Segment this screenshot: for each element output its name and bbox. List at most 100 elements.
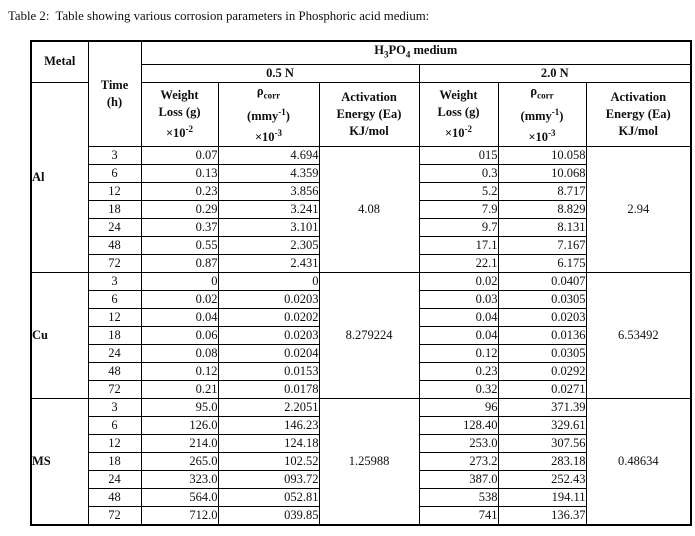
weight-loss-05-cell: 265.0 xyxy=(140,452,219,472)
concentration-20-header: 2.0 N xyxy=(418,63,692,83)
time-cell: 72 xyxy=(87,380,142,400)
time-cell: 12 xyxy=(87,308,142,328)
weight-loss-05-cell: 126.0 xyxy=(140,416,219,436)
rho-corr-05-cell: 2.305 xyxy=(217,236,320,256)
time-cell: 48 xyxy=(87,362,142,382)
time-cell: 48 xyxy=(87,488,142,508)
time-cell: 48 xyxy=(87,236,142,256)
rho-corr-05-cell: 093.72 xyxy=(217,470,320,490)
rho-corr-05-cell: 146.23 xyxy=(217,416,320,436)
rho-corr-05-cell: 0.0203 xyxy=(217,326,320,346)
weight-loss-05-cell: 0.06 xyxy=(140,326,219,346)
rho-corr-05-cell: 4.694 xyxy=(217,146,320,166)
weight-loss-20-cell: 0.32 xyxy=(418,380,499,400)
time-cell: 12 xyxy=(87,434,142,454)
weight-loss-05-cell: 0.02 xyxy=(140,290,219,310)
rho-corr-05-cell: 3.241 xyxy=(217,200,320,220)
metal-header: Metal xyxy=(30,40,89,83)
weight-loss-20-cell: 387.0 xyxy=(418,470,499,490)
weight-loss-05-cell: 0.29 xyxy=(140,200,219,220)
weight-loss-20-cell: 0.03 xyxy=(418,290,499,310)
weight-loss-20-cell: 0.3 xyxy=(418,164,499,184)
weight-loss-20-cell: 0.12 xyxy=(418,344,499,364)
rho-corr-05-cell: 0.0153 xyxy=(217,362,320,382)
weight-loss-20-cell: 96 xyxy=(418,398,499,418)
rho-corr-20-cell: 0.0203 xyxy=(497,308,587,328)
metal-label-al: Al xyxy=(30,81,89,274)
weight-loss-05-cell: 0.04 xyxy=(140,308,219,328)
rho-corr-20-cell: 8.829 xyxy=(497,200,587,220)
rho-corr-20-cell: 0.0305 xyxy=(497,344,587,364)
time-cell: 6 xyxy=(87,290,142,310)
rho-corr-05-cell: 2.431 xyxy=(217,254,320,274)
weight-loss-header-05: Weight Loss (g) ×10-2 xyxy=(140,81,219,148)
rho-corr-05-cell: 4.359 xyxy=(217,164,320,184)
rho-corr-20-cell: 136.37 xyxy=(497,506,587,526)
activation-energy-05-cu-cell: 8.279224 xyxy=(318,272,420,400)
rho-symbol: ρ xyxy=(256,83,264,98)
time-cell: 24 xyxy=(87,218,142,238)
rho-corr-header-20: ρcorr (mmy-1) ×10-3 xyxy=(497,81,587,148)
weight-loss-20-cell: 273.2 xyxy=(418,452,499,472)
rho-corr-20-cell: 0.0271 xyxy=(497,380,587,400)
weight-loss-20-cell: 5.2 xyxy=(418,182,499,202)
rho-corr-20-cell: 8.131 xyxy=(497,218,587,238)
rho-corr-05-cell: 0.0203 xyxy=(217,290,320,310)
rho-corr-20-cell: 252.43 xyxy=(497,470,587,490)
activation-energy-20-al-cell: 2.94 xyxy=(585,146,692,274)
rho-corr-20-cell: 307.56 xyxy=(497,434,587,454)
weight-loss-05-cell: 0.13 xyxy=(140,164,219,184)
weight-loss-05-cell: 95.0 xyxy=(140,398,219,418)
time-cell: 3 xyxy=(87,272,142,292)
weight-loss-05-cell: 0.87 xyxy=(140,254,219,274)
time-cell: 6 xyxy=(87,416,142,436)
weight-loss-20-cell: 0.23 xyxy=(418,362,499,382)
weight-loss-20-cell: 22.1 xyxy=(418,254,499,274)
rho-corr-05-cell: 2.2051 xyxy=(217,398,320,418)
activation-energy-05-al-cell: 4.08 xyxy=(318,146,420,274)
rho-corr-05-cell: 039.85 xyxy=(217,506,320,526)
time-cell: 18 xyxy=(87,200,142,220)
rho-corr-20-cell: 8.717 xyxy=(497,182,587,202)
weight-loss-20-cell: 538 xyxy=(418,488,499,508)
rho-corr-20-cell: 329.61 xyxy=(497,416,587,436)
rho-corr-20-cell: 0.0407 xyxy=(497,272,587,292)
activation-energy-header-05: Activation Energy (Ea) KJ/mol xyxy=(318,81,420,148)
rho-corr-05-cell: 0.0202 xyxy=(217,308,320,328)
rho-corr-05-cell: 3.856 xyxy=(217,182,320,202)
metal-label-cu: Cu xyxy=(30,272,89,400)
time-cell: 12 xyxy=(87,182,142,202)
weight-loss-05-cell: 712.0 xyxy=(140,506,219,526)
time-header: Time (h) xyxy=(87,40,142,148)
rho-corr-05-cell: 0 xyxy=(217,272,320,292)
time-cell: 72 xyxy=(87,506,142,526)
rho-corr-20-cell: 283.18 xyxy=(497,452,587,472)
time-cell: 18 xyxy=(87,326,142,346)
time-cell: 24 xyxy=(87,344,142,364)
table-caption: Table 2: Table showing various corrosion… xyxy=(8,9,430,23)
weight-loss-05-cell: 0.23 xyxy=(140,182,219,202)
weight-loss-20-cell: 9.7 xyxy=(418,218,499,238)
weight-loss-05-cell: 323.0 xyxy=(140,470,219,490)
rho-corr-05-cell: 102.52 xyxy=(217,452,320,472)
time-header-line2: (h) xyxy=(106,95,123,110)
time-cell: 18 xyxy=(87,452,142,472)
rho-corr-20-cell: 371.39 xyxy=(497,398,587,418)
rho-corr-20-cell: 194.11 xyxy=(497,488,587,508)
time-cell: 3 xyxy=(87,398,142,418)
concentration-05-header: 0.5 N xyxy=(140,63,420,83)
weight-loss-05-cell: 214.0 xyxy=(140,434,219,454)
weight-loss-20-cell: 0.02 xyxy=(418,272,499,292)
weight-loss-20-cell: 128.40 xyxy=(418,416,499,436)
rho-corr-20-cell: 0.0305 xyxy=(497,290,587,310)
rho-corr-05-cell: 052.81 xyxy=(217,488,320,508)
rho-corr-20-cell: 10.058 xyxy=(497,146,587,166)
rho-corr-20-cell: 0.0292 xyxy=(497,362,587,382)
rho-corr-05-cell: 0.0178 xyxy=(217,380,320,400)
time-header-line1: Time xyxy=(100,78,129,93)
weight-loss-05-cell: 564.0 xyxy=(140,488,219,508)
weight-loss-20-cell: 0.04 xyxy=(418,326,499,346)
weight-loss-20-cell: 0.04 xyxy=(418,308,499,328)
weight-loss-05-cell: 0 xyxy=(140,272,219,292)
weight-loss-20-cell: 253.0 xyxy=(418,434,499,454)
